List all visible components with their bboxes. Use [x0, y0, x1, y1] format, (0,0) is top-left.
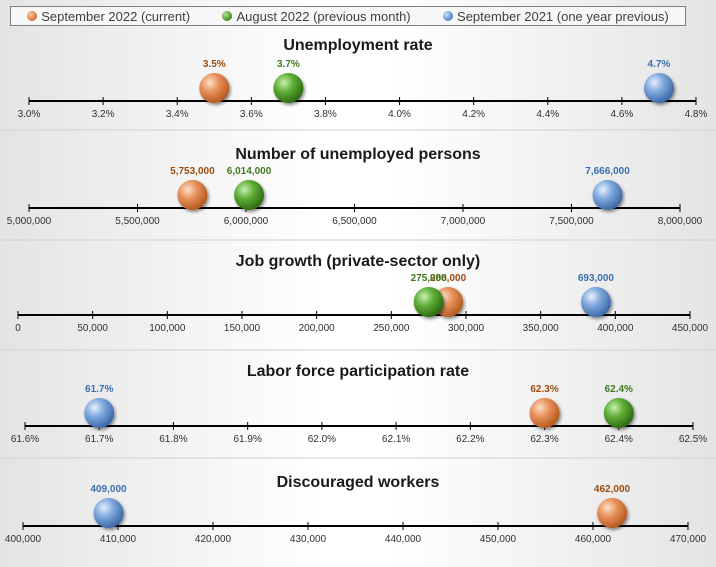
panel-title: Number of unemployed persons — [235, 146, 480, 163]
data-label-previous-year: 4.7% — [648, 59, 671, 70]
tick-label: 4.4% — [536, 109, 559, 120]
data-label-previous-month: 3.7% — [277, 59, 300, 70]
tick-label: 460,000 — [575, 534, 612, 545]
tick-label: 430,000 — [290, 534, 327, 545]
tick-label: 410,000 — [100, 534, 137, 545]
data-label-previous-year: 693,000 — [578, 273, 615, 284]
tick-label: 3.4% — [166, 109, 189, 120]
tick-label: 61.6% — [11, 434, 39, 445]
tick-label: 62.0% — [308, 434, 336, 445]
legend-marker-blue-icon — [443, 11, 454, 21]
tick-label: 6,000,000 — [224, 216, 269, 227]
tick-label: 5,000,000 — [7, 216, 52, 227]
data-label-previous-year: 409,000 — [90, 484, 127, 495]
tick-label: 8,000,000 — [658, 216, 703, 227]
data-point-previous-year — [580, 287, 611, 317]
data-label-current: 288,000 — [430, 273, 467, 284]
data-label-previous-year: 61.7% — [85, 384, 113, 395]
tick-label: 450,000 — [480, 534, 517, 545]
tick-label: 400,000 — [597, 323, 634, 334]
tick-label: 62.4% — [605, 434, 633, 445]
tick-label: 300,000 — [448, 323, 485, 334]
data-point-previous-year — [93, 498, 124, 528]
tick-label: 4.0% — [388, 109, 411, 120]
tick-label: 150,000 — [224, 323, 261, 334]
tick-label: 50,000 — [77, 323, 108, 334]
legend: September 2022 (current) August 2022 (pr… — [10, 6, 686, 26]
chart-panel: Number of unemployed persons 5,000,000 5,5… — [7, 146, 703, 227]
legend-item-previous-month: August 2022 (previous month) — [222, 8, 411, 24]
data-label-previous-month: 6,014,000 — [227, 166, 272, 177]
tick-label: 350,000 — [523, 323, 560, 334]
tick-label: 100,000 — [149, 323, 186, 334]
tick-label: 3.2% — [92, 109, 115, 120]
tick-label: 4.8% — [685, 109, 708, 120]
legend-marker-orange-icon — [27, 11, 38, 21]
tick-label: 3.6% — [240, 109, 263, 120]
data-point-current — [199, 73, 230, 103]
data-point-current — [177, 180, 208, 210]
legend-label-current: September 2022 (current) — [41, 8, 191, 24]
tick-label: 0 — [15, 323, 21, 334]
legend-label-previous-year: September 2021 (one year previous) — [457, 8, 669, 24]
chart-panel: Unemployment rate 3.0% 3.2% 3.4% 3.6% 3.8% 4.0… — [18, 37, 708, 120]
tick-label: 3.0% — [18, 109, 41, 120]
data-point-previous-month — [234, 180, 265, 210]
legend-item-current: September 2022 (current) — [27, 9, 190, 24]
tick-label: 420,000 — [195, 534, 232, 545]
chart-panel: Labor force participation rate 61.6% 61.7%… — [11, 363, 707, 445]
panel-title: Discouraged workers — [277, 474, 440, 491]
data-point-previous-year — [643, 73, 674, 103]
tick-label: 440,000 — [385, 534, 422, 545]
chart-panel: Job growth (private-sector only) 0 50,000 1… — [15, 253, 708, 334]
tick-label: 61.8% — [159, 434, 187, 445]
legend-item-previous-year: September 2021 (one year previous) — [443, 9, 669, 24]
data-point-current — [597, 498, 627, 528]
tick-label: 62.5% — [679, 434, 707, 445]
tick-label: 200,000 — [299, 323, 336, 334]
data-label-previous-month: 275,000 — [411, 273, 448, 284]
data-label-previous-month: 62.4% — [605, 384, 633, 395]
panel-title: Job growth (private-sector only) — [236, 253, 480, 270]
tick-label: 3.8% — [314, 109, 337, 120]
data-label-current: 62.3% — [530, 384, 558, 395]
tick-label: 62.1% — [382, 434, 410, 445]
data-point-previous-month — [603, 398, 634, 428]
data-label-current: 5,753,000 — [170, 166, 215, 177]
data-label-previous-year: 7,666,000 — [585, 166, 630, 177]
tick-label: 61.7% — [85, 434, 113, 445]
chart-panel: Discouraged workers 400,000 410,000 420,000… — [5, 474, 707, 545]
tick-label: 7,000,000 — [441, 216, 486, 227]
panel-title: Unemployment rate — [283, 37, 432, 54]
tick-label: 250,000 — [373, 323, 410, 334]
tick-label: 400,000 — [5, 534, 42, 545]
tick-label: 7,500,000 — [549, 216, 594, 227]
tick-label: 5,500,000 — [115, 216, 160, 227]
data-point-previous-month — [273, 73, 304, 103]
panel-title: Labor force participation rate — [247, 363, 469, 380]
tick-label: 6,500,000 — [332, 216, 377, 227]
data-label-current: 462,000 — [594, 484, 631, 495]
data-point-previous-year — [84, 398, 115, 428]
legend-marker-green-icon — [222, 11, 233, 21]
data-label-current: 3.5% — [203, 59, 226, 70]
data-point-previous-month — [413, 287, 444, 317]
tick-label: 4.2% — [462, 109, 485, 120]
legend-label-previous-month: August 2022 (previous month) — [236, 8, 411, 24]
tick-label: 470,000 — [670, 534, 707, 545]
tick-label: 61.9% — [233, 434, 261, 445]
tick-label: 4.6% — [610, 109, 633, 120]
tick-label: 450,000 — [672, 323, 709, 334]
data-point-previous-year — [592, 180, 623, 210]
tick-label: 62.2% — [456, 434, 484, 445]
data-point-current — [529, 398, 560, 428]
tick-label: 62.3% — [530, 434, 558, 445]
